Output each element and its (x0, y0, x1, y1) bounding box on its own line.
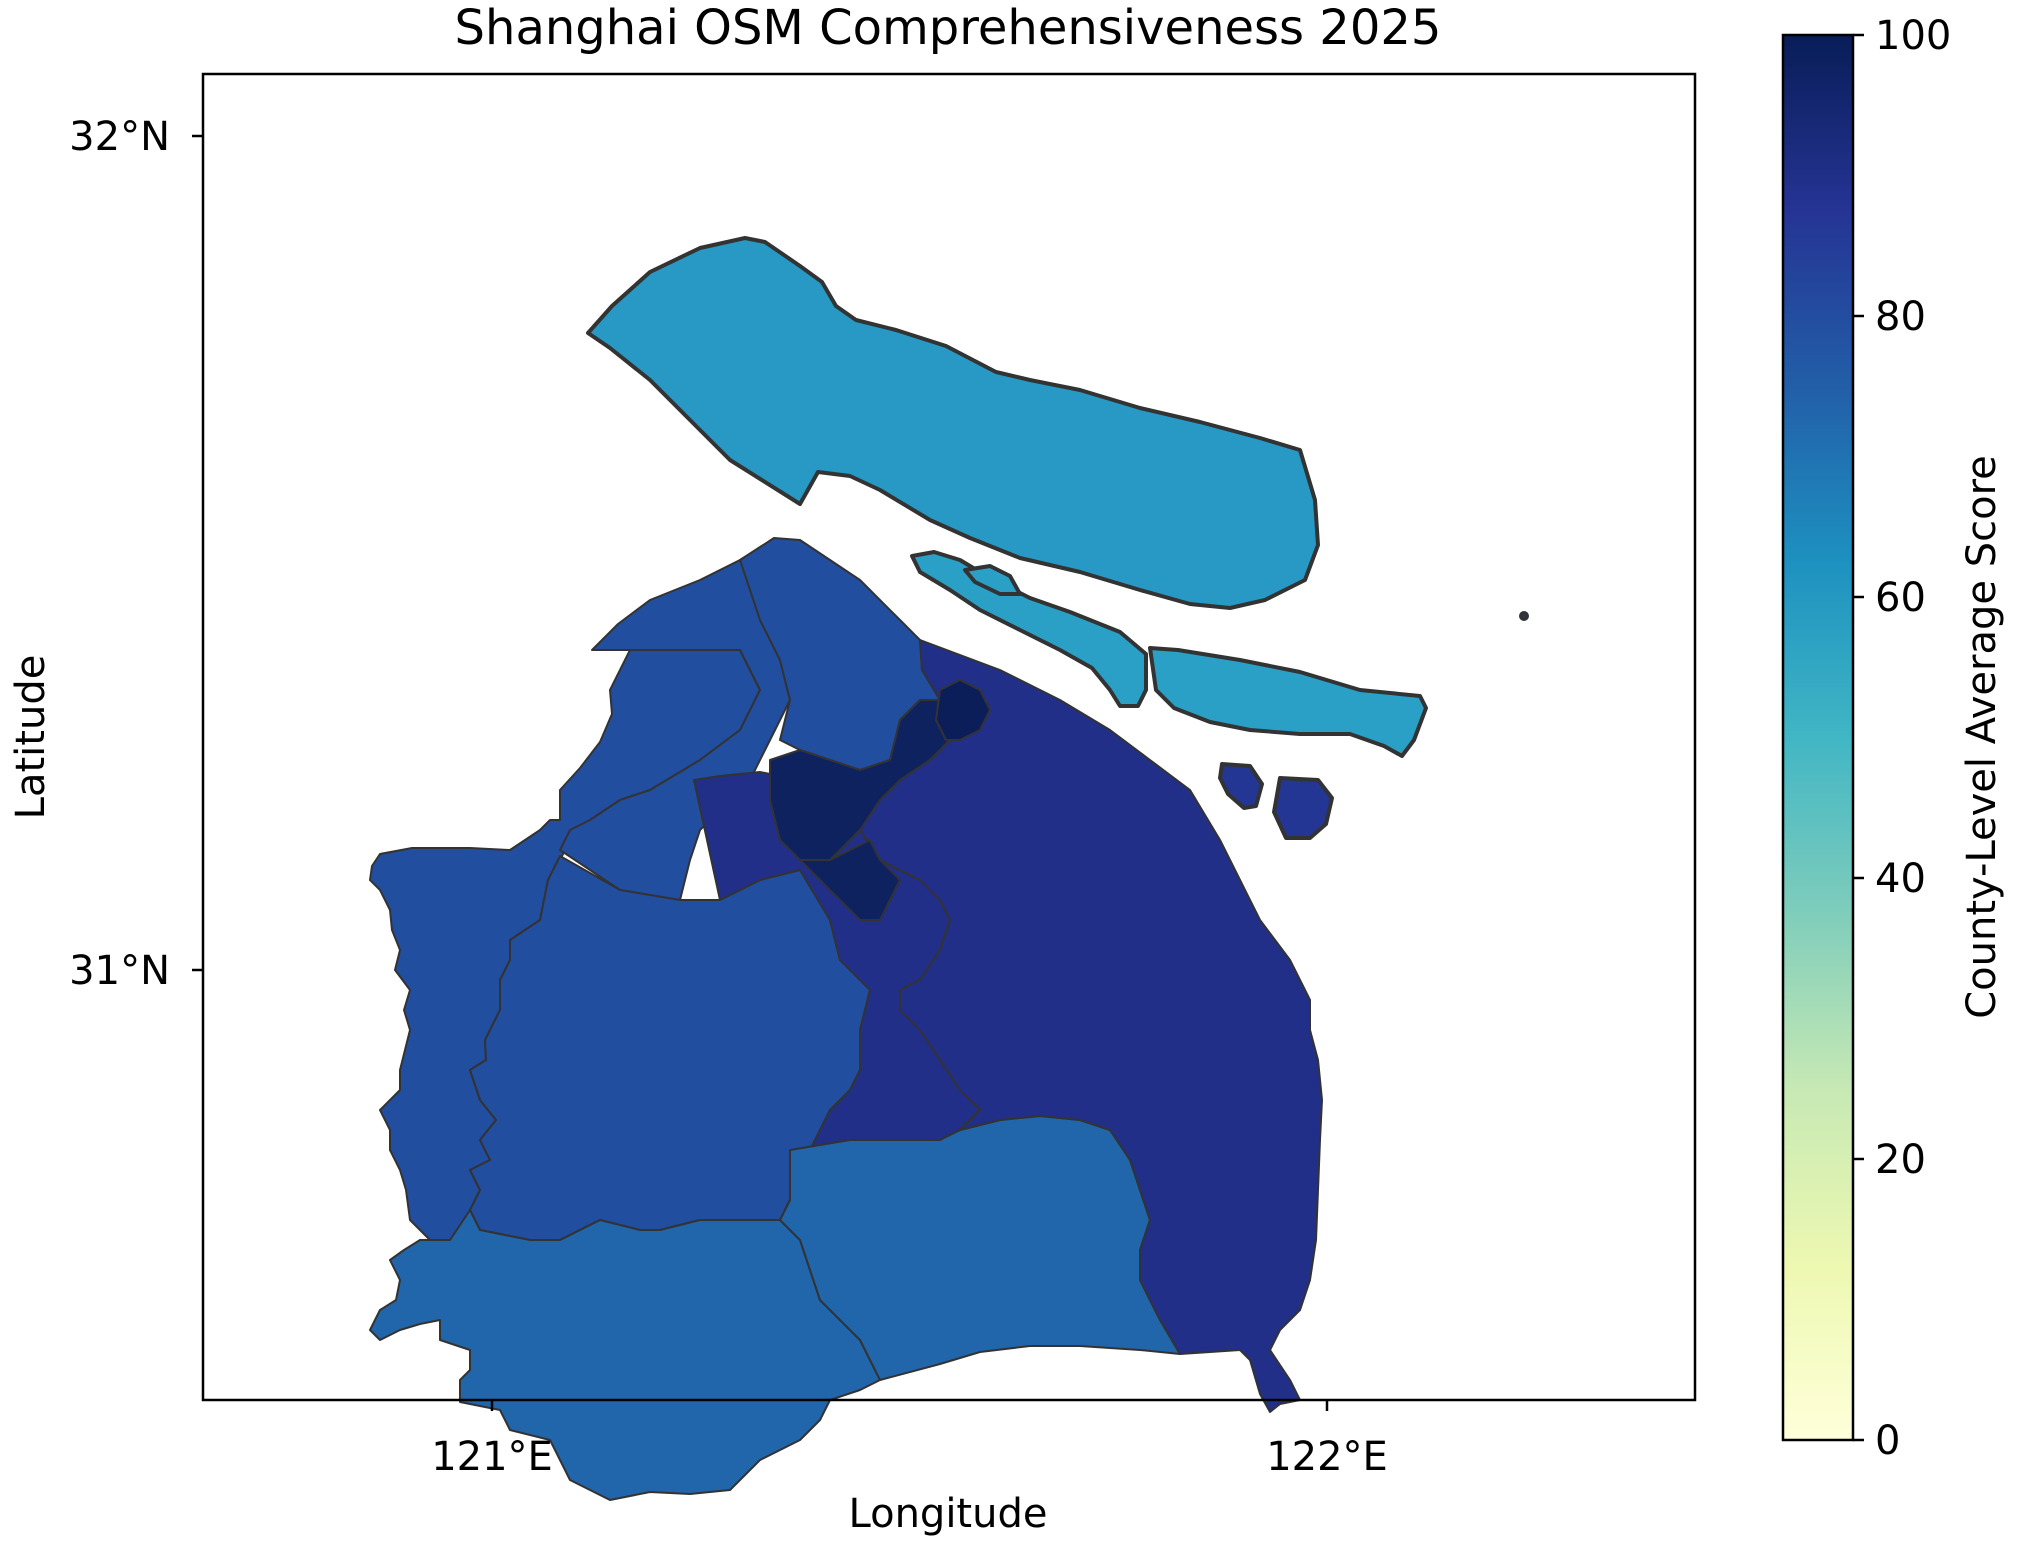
region-huangpu (935, 679, 991, 741)
colorbar-tick-label-0: 0 (1875, 1418, 1900, 1464)
region-islet-far-east (1519, 611, 1529, 621)
colorbar: 0 20 40 60 80 100 County-Level Average Score (1781, 13, 2005, 1464)
map-regions (369, 236, 1529, 1501)
region-hengsha (1148, 646, 1428, 758)
region-changxing-islet (963, 564, 1022, 596)
region-central-south (799, 839, 901, 921)
colorbar-tick-label-20: 20 (1875, 1137, 1926, 1183)
chart-title: Shanghai OSM Comprehensiveness 2025 (455, 0, 1442, 56)
x-axis-label: Longitude (849, 1491, 1048, 1537)
colorbar-gradient (1781, 33, 1855, 1442)
colorbar-tick-label-40: 40 (1875, 856, 1926, 902)
y-axis-label: Latitude (8, 655, 54, 820)
colorbar-tick-label-80: 80 (1875, 294, 1926, 340)
region-yangshan-islands-2 (1272, 776, 1334, 840)
region-yangshan-islands (1218, 762, 1264, 810)
region-jinshan (369, 1209, 881, 1501)
x-tick-label-121: 121°E (431, 1434, 553, 1480)
y-tick-label-32: 32°N (69, 114, 170, 160)
y-tick-label-31: 31°N (69, 948, 170, 994)
colorbar-label: County-Level Average Score (1959, 455, 2005, 1019)
y-axis: 32°N 31°N Latitude (8, 114, 203, 994)
plot-frame (201, 72, 1697, 1402)
colorbar-tick-label-100: 100 (1875, 13, 1951, 59)
region-chongming (586, 236, 1320, 610)
colorbar-ticks: 0 20 40 60 80 100 (1853, 13, 1951, 1464)
colorbar-tick-label-60: 60 (1875, 575, 1926, 621)
x-tick-label-122: 122°E (1266, 1434, 1388, 1480)
region-pudong (859, 639, 1323, 1413)
x-axis: 121°E 122°E Longitude (431, 1400, 1388, 1537)
